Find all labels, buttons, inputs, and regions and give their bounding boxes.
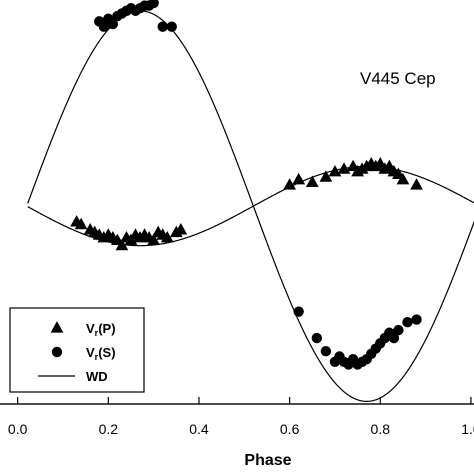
legend-entry: Vr(P) bbox=[50, 321, 116, 338]
data-point-vr-s bbox=[293, 306, 304, 317]
data-point-vr-s bbox=[402, 317, 413, 328]
data-point-vr-s bbox=[166, 21, 177, 32]
data-point-vr-s bbox=[311, 332, 323, 344]
data-point-vr-s bbox=[393, 324, 404, 336]
plot-border bbox=[0, 403, 474, 405]
data-point-vr-s bbox=[148, 0, 159, 9]
data-point-vr-p bbox=[396, 172, 410, 185]
data-markers bbox=[70, 0, 423, 370]
data-point-vr-s bbox=[157, 21, 168, 32]
data-point-vr-p bbox=[174, 223, 188, 235]
data-point-vr-p bbox=[283, 178, 297, 190]
x-axis-ticks: 0.0 0.2 0.4 0.6 0.8 1.0 bbox=[8, 397, 474, 437]
data-point-vr-s bbox=[320, 346, 332, 357]
data-point-vr-p bbox=[410, 178, 423, 190]
data-point-vr-p bbox=[147, 233, 161, 246]
legend: Vr(P) Vr(S) WD bbox=[9, 307, 145, 393]
star-annotation: V445 Cep bbox=[360, 69, 436, 88]
legend-label: WD bbox=[86, 369, 108, 384]
plot-frame bbox=[0, 403, 474, 405]
data-point-vr-p bbox=[305, 175, 319, 187]
legend-box bbox=[9, 307, 145, 393]
legend-entry: Vr(S) bbox=[51, 345, 116, 362]
data-point-vr-s bbox=[98, 21, 109, 32]
data-point-vr-s bbox=[107, 18, 119, 30]
legend-label: Vr(P) bbox=[86, 321, 116, 338]
x-tick-label: 0.6 bbox=[280, 421, 300, 437]
data-point-vr-p bbox=[74, 217, 88, 230]
x-tick-label: 0.0 bbox=[8, 421, 28, 437]
data-point-vr-p bbox=[319, 170, 333, 182]
legend-entry: WD bbox=[38, 369, 108, 384]
data-point-vr-p bbox=[160, 230, 174, 243]
x-tick-label: 0.2 bbox=[99, 421, 119, 437]
legend-circle-marker bbox=[51, 346, 63, 358]
x-tick-label: 0.4 bbox=[189, 421, 209, 437]
x-axis-title: Phase bbox=[244, 452, 291, 469]
data-point-vr-s bbox=[388, 332, 400, 344]
wd-curve-secondary bbox=[27, 10, 474, 402]
data-point-vr-s bbox=[411, 314, 422, 325]
legend-label: Vr(S) bbox=[86, 345, 116, 362]
x-tick-label: 1.0 bbox=[461, 421, 474, 437]
legend-triangle-marker bbox=[50, 321, 64, 333]
data-point-vr-p bbox=[292, 172, 306, 185]
data-point-vr-p bbox=[115, 238, 129, 251]
x-tick-label: 0.8 bbox=[371, 421, 391, 437]
